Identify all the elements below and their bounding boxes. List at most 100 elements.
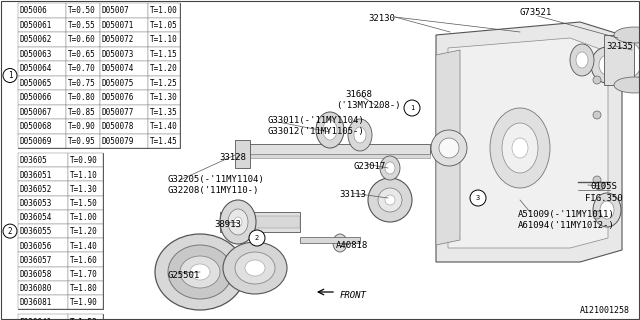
Text: 33128: 33128 [219, 153, 246, 162]
Text: T=0.75: T=0.75 [67, 79, 95, 88]
Bar [148, 32, 180, 46]
Text: D050063: D050063 [19, 50, 52, 59]
Bar [68, 314, 103, 320]
Bar [148, 3, 180, 18]
Bar [68, 295, 103, 309]
Ellipse shape [439, 138, 459, 158]
Text: T=1.80: T=1.80 [70, 284, 97, 293]
Ellipse shape [591, 47, 623, 83]
Ellipse shape [223, 242, 287, 294]
Ellipse shape [576, 52, 588, 68]
Bar [100, 46, 148, 61]
Text: T=1.25: T=1.25 [150, 79, 177, 88]
Ellipse shape [570, 44, 594, 76]
Text: D050072: D050072 [102, 36, 134, 44]
Bar [18, 224, 68, 238]
Bar [66, 61, 100, 76]
Ellipse shape [385, 162, 395, 174]
Text: 1: 1 [410, 105, 414, 111]
Text: T=0.70: T=0.70 [67, 64, 95, 74]
Ellipse shape [595, 182, 605, 190]
Text: T=0.80: T=0.80 [67, 93, 95, 102]
Circle shape [470, 190, 486, 206]
Text: D03605: D03605 [19, 156, 47, 165]
Text: D05007: D05007 [102, 6, 129, 15]
Text: FRONT: FRONT [340, 291, 367, 300]
Ellipse shape [155, 234, 245, 310]
Bar [68, 267, 103, 281]
Text: T=0.95: T=0.95 [67, 137, 95, 146]
Bar [68, 281, 103, 295]
Text: T=1.40: T=1.40 [70, 242, 97, 251]
Bar [18, 32, 66, 46]
Ellipse shape [618, 43, 640, 77]
Bar [604, 35, 634, 85]
Ellipse shape [220, 200, 256, 244]
Bar [18, 153, 103, 309]
Bar [220, 216, 300, 228]
Bar [100, 61, 148, 76]
Bar [68, 224, 103, 238]
Text: T=1.90: T=1.90 [70, 298, 97, 307]
Text: T=0.90: T=0.90 [67, 123, 95, 132]
Text: D036081: D036081 [19, 298, 52, 307]
Text: ('13MY1208-): ('13MY1208-) [336, 101, 401, 110]
Bar [18, 76, 66, 90]
Text: T=1.40: T=1.40 [150, 123, 177, 132]
Text: 2: 2 [8, 227, 12, 236]
Text: G25501: G25501 [168, 271, 200, 280]
Text: T=1.10: T=1.10 [70, 171, 97, 180]
Text: D050066: D050066 [19, 93, 52, 102]
Bar [18, 18, 66, 32]
Text: T=0.60: T=0.60 [67, 36, 95, 44]
Text: T=1.00: T=1.00 [150, 6, 177, 15]
Bar [235, 140, 250, 168]
Text: 32130: 32130 [368, 14, 395, 23]
Text: A121001258: A121001258 [580, 306, 630, 315]
Text: G73521: G73521 [520, 8, 552, 17]
Text: A51009(-'11MY1011): A51009(-'11MY1011) [518, 210, 615, 219]
Bar [18, 314, 68, 320]
Text: T=0.65: T=0.65 [67, 50, 95, 59]
Bar [18, 196, 68, 210]
Bar [66, 119, 100, 133]
Text: D036080: D036080 [19, 284, 52, 293]
Bar [148, 61, 180, 76]
Bar [18, 153, 68, 167]
Bar [100, 76, 148, 90]
Text: 32135: 32135 [606, 42, 633, 51]
Text: G33012('11MY1105-): G33012('11MY1105-) [268, 127, 365, 136]
Ellipse shape [380, 156, 400, 180]
Text: 33113: 33113 [339, 190, 366, 199]
Text: D050068: D050068 [19, 123, 52, 132]
Text: D050071: D050071 [102, 21, 134, 30]
Ellipse shape [608, 32, 640, 88]
Polygon shape [436, 50, 460, 245]
Bar [68, 252, 103, 267]
Text: D036058: D036058 [19, 270, 52, 279]
Bar [148, 76, 180, 90]
Text: 38913: 38913 [214, 220, 241, 229]
Text: D036052: D036052 [19, 185, 52, 194]
Ellipse shape [599, 55, 615, 75]
Text: T=1.35: T=1.35 [150, 108, 177, 117]
Text: D050075: D050075 [102, 79, 134, 88]
Ellipse shape [502, 123, 538, 173]
Bar [100, 18, 148, 32]
Ellipse shape [378, 188, 402, 212]
Ellipse shape [593, 211, 601, 219]
Ellipse shape [385, 195, 395, 205]
Ellipse shape [593, 111, 601, 119]
Text: D036055: D036055 [19, 227, 52, 236]
Text: D050076: D050076 [102, 93, 134, 102]
Bar [66, 46, 100, 61]
Text: A40818: A40818 [336, 241, 368, 250]
Bar [100, 3, 148, 18]
Ellipse shape [235, 252, 275, 284]
Text: T=1.10: T=1.10 [150, 36, 177, 44]
Text: 2: 2 [255, 235, 259, 241]
Bar [18, 61, 66, 76]
Text: A61094('11MY1012-): A61094('11MY1012-) [518, 221, 615, 230]
Text: T=1.15: T=1.15 [150, 50, 177, 59]
Text: D050064: D050064 [19, 64, 52, 74]
